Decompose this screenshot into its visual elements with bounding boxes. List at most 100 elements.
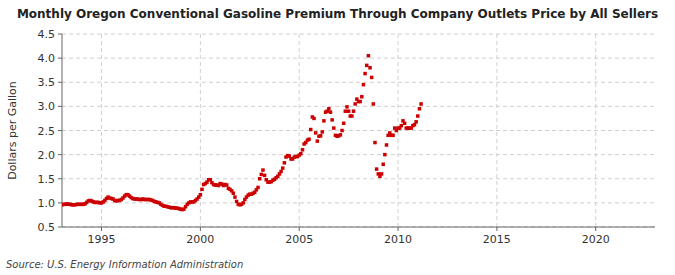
grid [62,34,655,227]
point [365,64,369,68]
point [367,54,371,58]
point [199,193,203,197]
grid-line [595,34,596,227]
point [321,130,325,134]
grid-line [62,227,655,228]
point [316,139,320,143]
point [258,177,262,181]
y-tick-label: 2.5 [38,125,56,138]
point [314,131,318,135]
point [339,133,343,137]
grid-line [62,106,655,107]
point [301,148,305,152]
grid-line [62,154,655,155]
point [232,191,236,195]
point [340,129,344,133]
point [309,128,313,132]
point [414,120,418,124]
point [342,122,346,126]
point [332,126,336,129]
point [322,119,326,123]
y-tick [58,130,62,131]
point [312,117,316,121]
point [352,109,356,113]
y-tick-label: 1.0 [38,197,56,210]
y-tick-label: 1.5 [38,173,56,186]
point [416,114,420,118]
y-tick-label: 4.0 [38,52,56,65]
x-tick [101,227,102,231]
point [419,102,423,106]
x-tick [299,227,300,231]
y-axis-label: Dollars per Gallon [6,81,19,180]
point [260,173,264,177]
x-tick [200,227,201,231]
point [327,107,331,111]
y-tick-label: 0.5 [38,221,56,234]
point [281,166,285,170]
grid-line [62,130,655,131]
point [299,152,303,156]
point [329,110,333,114]
point [347,109,351,113]
title: Monthly Oregon Conventional Gasoline Pre… [17,7,658,21]
y-tick [58,202,62,203]
point [330,118,334,122]
point [283,161,287,165]
point [370,76,374,80]
y-tick [58,82,62,83]
x-tick-label: 2000 [186,233,214,246]
point [400,124,404,128]
point [381,163,385,167]
grid-line [62,82,655,83]
point [391,134,395,138]
point [380,172,384,176]
x-tick-label: 2015 [483,233,511,246]
chart: Monthly Oregon Conventional Gasoline Pre… [0,0,675,275]
x-tick [595,227,596,231]
x-tick-label: 2020 [582,233,610,246]
x-tick [496,227,497,231]
point [307,137,311,141]
point [319,134,323,138]
grid-line [101,34,102,227]
grid-line [62,34,655,35]
point [350,114,354,118]
y-tick [58,178,62,179]
points [62,54,423,211]
point [383,153,387,157]
point [362,83,366,87]
source: Source: U.S. Energy Information Administ… [6,259,243,270]
y-tick [58,106,62,107]
y-tick [58,227,62,228]
grid-line [62,178,655,179]
point [233,195,237,199]
y-tick-label: 3.0 [38,100,56,113]
grid-line [496,34,497,227]
y-tick-label: 4.5 [38,28,56,41]
y-tick-label: 2.0 [38,149,56,162]
point [261,168,265,172]
y-tick [58,34,62,35]
point [372,102,376,106]
point [368,66,372,70]
x-tick [398,227,399,231]
point [358,100,362,104]
point [241,201,245,205]
point [263,174,267,178]
point [375,167,379,171]
point [360,95,364,99]
point [200,188,204,192]
point [256,186,260,190]
x-axis-line [62,227,655,228]
x-tick-label: 1995 [88,233,116,246]
point [373,141,377,145]
point [353,102,357,106]
x-tick-label: 2010 [384,233,412,246]
point [225,183,229,187]
y-tick [58,154,62,155]
x-tick-label: 2005 [285,233,313,246]
ticks: 1995 2000 2005 2010 2015 2020 0.5 1.0 1.5 2.0 2.5 3… [38,28,610,246]
point [344,109,348,113]
grid-line [62,58,655,59]
